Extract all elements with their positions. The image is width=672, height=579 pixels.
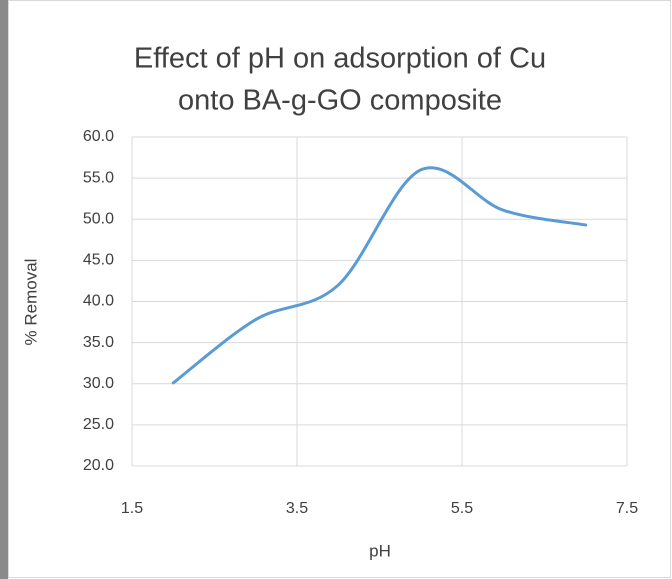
x-tick-label: 3.5 <box>286 500 308 517</box>
chart-title: onto BA-g-GO composite <box>178 85 502 117</box>
y-tick-label: 45.0 <box>83 252 114 269</box>
x-tick-label: 1.5 <box>121 500 143 517</box>
x-tick-label: 5.5 <box>451 500 473 517</box>
page: {"chart_data": {"type": "line", "title":… <box>0 0 672 579</box>
chart: Effect of pH on adsorption of Cu onto BA… <box>0 0 672 579</box>
y-tick-label: 30.0 <box>83 375 114 392</box>
y-tick-label: 35.0 <box>83 334 114 351</box>
x-tick-label: 7.5 <box>616 500 638 517</box>
y-tick-label: 40.0 <box>83 293 114 310</box>
chart-title: Effect of pH on adsorption of Cu <box>134 43 546 75</box>
side-strip <box>0 0 8 579</box>
y-axis-label: % Removal <box>21 259 40 346</box>
y-tick-label: 60.0 <box>83 128 114 145</box>
y-tick-label: 20.0 <box>83 457 114 474</box>
y-tick-label: 50.0 <box>83 210 114 227</box>
y-tick-label: 25.0 <box>83 416 114 433</box>
x-axis-label: pH <box>369 541 391 560</box>
y-tick-label: 55.0 <box>83 169 114 186</box>
